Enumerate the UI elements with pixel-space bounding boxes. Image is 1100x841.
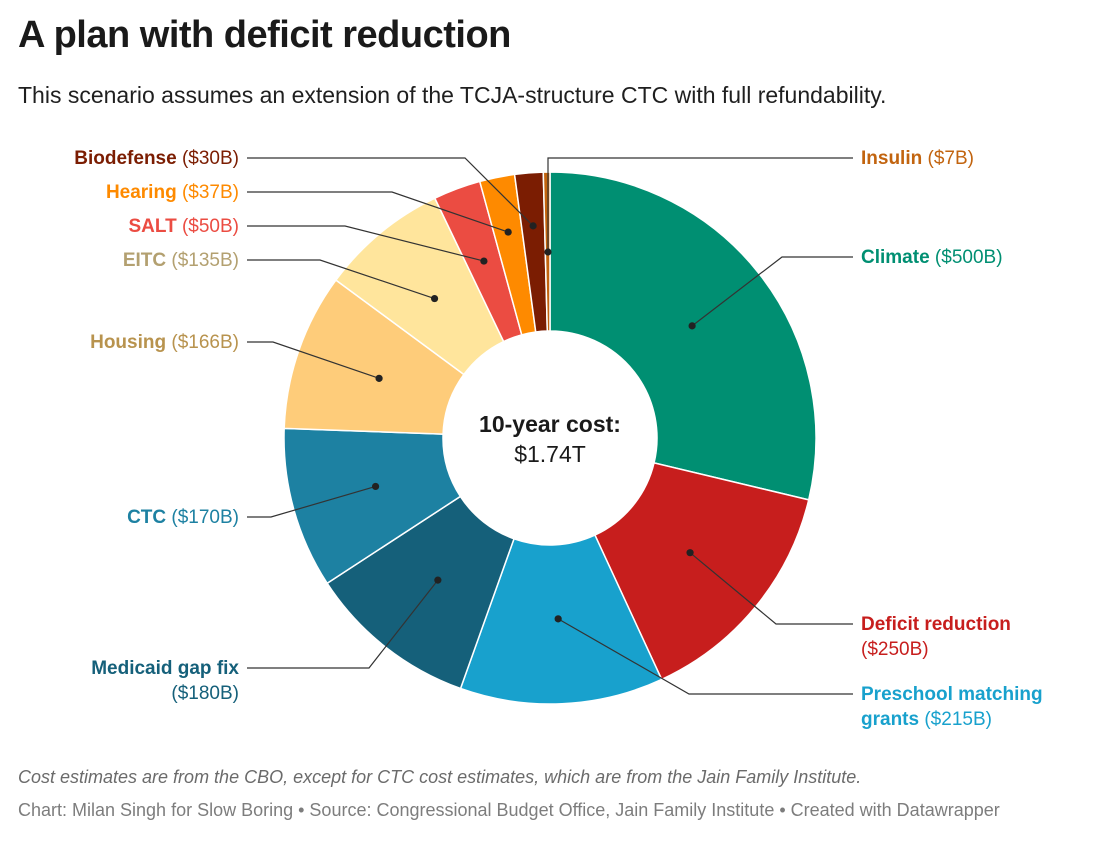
slice-deficit-reduction: [593, 461, 810, 681]
leader-dot-biodefense: [529, 222, 537, 230]
leader-dot-salt: [480, 257, 488, 265]
chart-subtitle: This scenario assumes an extension of th…: [18, 82, 887, 108]
leader-dot-medicaid-gap-fix: [434, 576, 442, 584]
credit-line: Chart: Milan Singh for Slow Boring • Sou…: [18, 800, 1000, 820]
label-ctc: CTC ($170B): [127, 507, 239, 528]
leader-line-insulin: [547, 157, 853, 252]
leader-dot-deficit-reduction: [686, 549, 694, 557]
leader-line-ctc: [247, 485, 376, 518]
leader-dot-hearing: [504, 228, 512, 236]
label-climate: Climate ($500B): [861, 247, 1003, 268]
footnote: Cost estimates are from the CBO, except …: [18, 767, 862, 787]
leader-dot-preschool-matching-grants: [554, 615, 562, 623]
donut-chart: Climate ($500B) Deficit reduction ($250B) P…: [74, 148, 1043, 730]
slice-ctc: [283, 427, 462, 585]
label-medicaid-gap-fix: Medicaid gap fix ($180B): [91, 658, 239, 704]
leader-line-medicaid-gap-fix: [247, 579, 439, 669]
label-housing: Housing ($166B): [90, 332, 239, 353]
leader-line-climate: [691, 256, 853, 327]
label-insulin: Insulin ($7B): [861, 148, 974, 169]
slice-climate: [549, 171, 817, 501]
label-preschool-matching-grants: Preschool matching grants ($215B): [861, 684, 1043, 730]
leader-dot-insulin: [544, 248, 552, 256]
leader-line-salt: [247, 225, 485, 262]
leader-line-housing: [247, 341, 380, 379]
label-eitc: EITC ($135B): [123, 250, 239, 271]
label-deficit-reduction: Deficit reduction ($250B): [861, 614, 1011, 660]
leader-dot-housing: [375, 374, 383, 382]
center-value: $1.74T: [514, 441, 586, 467]
label-hearing: Hearing ($37B): [106, 182, 239, 203]
leader-line-biodefense: [247, 157, 534, 227]
leader-line-eitc: [247, 259, 435, 300]
leader-dot-ctc: [371, 482, 380, 491]
leader-dot-eitc: [430, 294, 439, 303]
label-salt: SALT ($50B): [128, 216, 239, 237]
leader-line-hearing: [247, 191, 509, 233]
leader-line-deficit-reduction: [689, 552, 853, 625]
center-label: 10-year cost:: [479, 411, 621, 437]
leader-dot-climate: [688, 322, 696, 330]
leader-line-preschool-matching-grants: [557, 618, 853, 695]
label-biodefense: Biodefense ($30B): [74, 148, 239, 169]
chart-title: A plan with deficit reduction: [18, 14, 511, 56]
